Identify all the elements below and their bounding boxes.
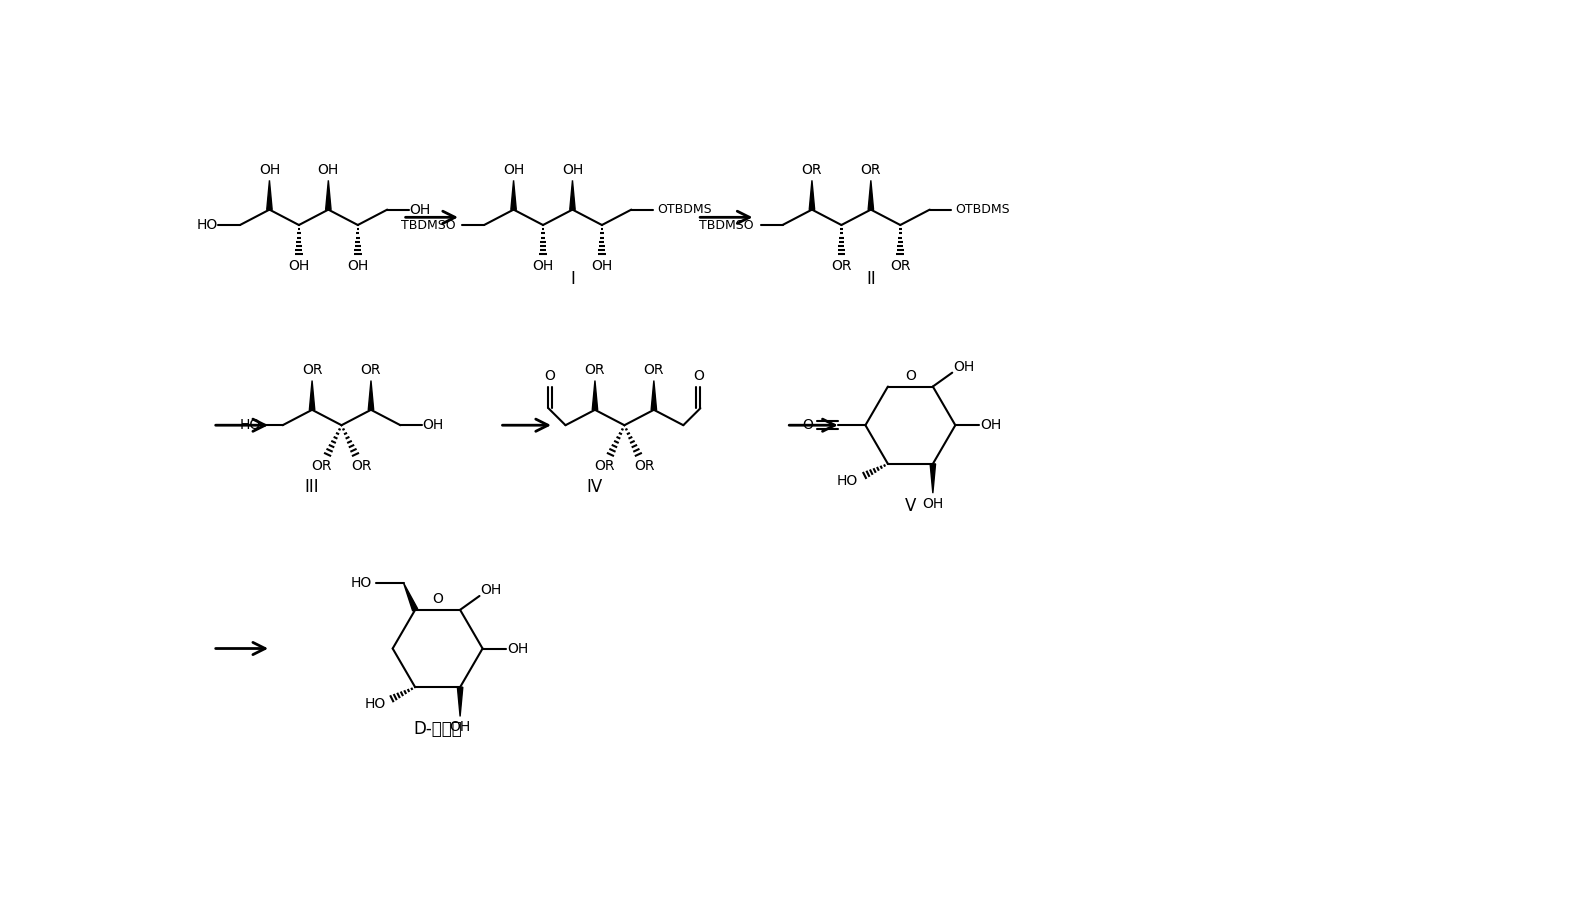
Polygon shape: [592, 380, 598, 410]
Polygon shape: [512, 180, 516, 210]
Text: O: O: [802, 418, 813, 432]
Text: OH: OH: [954, 359, 974, 373]
Text: OH: OH: [409, 202, 431, 217]
Text: HO: HO: [365, 698, 385, 711]
Text: OR: OR: [802, 163, 823, 176]
Text: OH: OH: [591, 259, 613, 273]
Text: IV: IV: [587, 478, 603, 496]
Polygon shape: [325, 180, 332, 210]
Text: OR: OR: [584, 363, 605, 377]
Text: OH: OH: [347, 259, 368, 273]
Text: O: O: [905, 369, 916, 382]
Text: OH: OH: [317, 163, 339, 176]
Polygon shape: [404, 583, 417, 611]
Text: OR: OR: [311, 459, 332, 473]
Text: V: V: [905, 497, 916, 515]
Text: TBDMSO: TBDMSO: [699, 219, 755, 232]
Text: III: III: [305, 478, 319, 496]
Text: O: O: [545, 369, 556, 383]
Text: OR: OR: [360, 363, 381, 377]
Text: D-甘露糖: D-甘露糖: [414, 720, 463, 738]
Text: OH: OH: [422, 418, 444, 432]
Text: HO: HO: [197, 218, 218, 232]
Text: HO: HO: [240, 418, 261, 432]
Polygon shape: [868, 180, 873, 210]
Text: OH: OH: [289, 259, 309, 273]
Polygon shape: [930, 464, 936, 494]
Text: OR: OR: [831, 259, 851, 273]
Text: OH: OH: [922, 497, 944, 511]
Text: OR: OR: [302, 363, 322, 377]
Polygon shape: [810, 180, 815, 210]
Text: HO: HO: [351, 576, 371, 590]
Text: OH: OH: [507, 641, 529, 655]
Text: OR: OR: [594, 459, 614, 473]
Text: OH: OH: [480, 583, 502, 596]
Text: OR: OR: [891, 259, 911, 273]
Polygon shape: [458, 687, 463, 717]
Text: OH: OH: [562, 163, 583, 176]
Text: OTBDMS: OTBDMS: [955, 203, 1009, 216]
Polygon shape: [267, 180, 272, 210]
Polygon shape: [570, 180, 575, 210]
Text: O: O: [693, 369, 704, 383]
Text: II: II: [865, 270, 876, 288]
Text: OH: OH: [450, 720, 471, 734]
Text: OTBDMS: OTBDMS: [657, 203, 712, 216]
Text: OR: OR: [644, 363, 665, 377]
Text: TBDMSO: TBDMSO: [401, 219, 456, 232]
Text: OH: OH: [259, 163, 279, 176]
Polygon shape: [651, 380, 657, 410]
Text: OR: OR: [352, 459, 373, 473]
Text: HO: HO: [837, 474, 859, 488]
Text: OR: OR: [861, 163, 881, 176]
Polygon shape: [368, 380, 374, 410]
Text: OR: OR: [635, 459, 655, 473]
Text: OH: OH: [504, 163, 524, 176]
Text: I: I: [570, 270, 575, 288]
Text: OH: OH: [532, 259, 554, 273]
Polygon shape: [309, 380, 314, 410]
Text: OH: OH: [981, 418, 1001, 432]
Text: O: O: [433, 592, 444, 606]
